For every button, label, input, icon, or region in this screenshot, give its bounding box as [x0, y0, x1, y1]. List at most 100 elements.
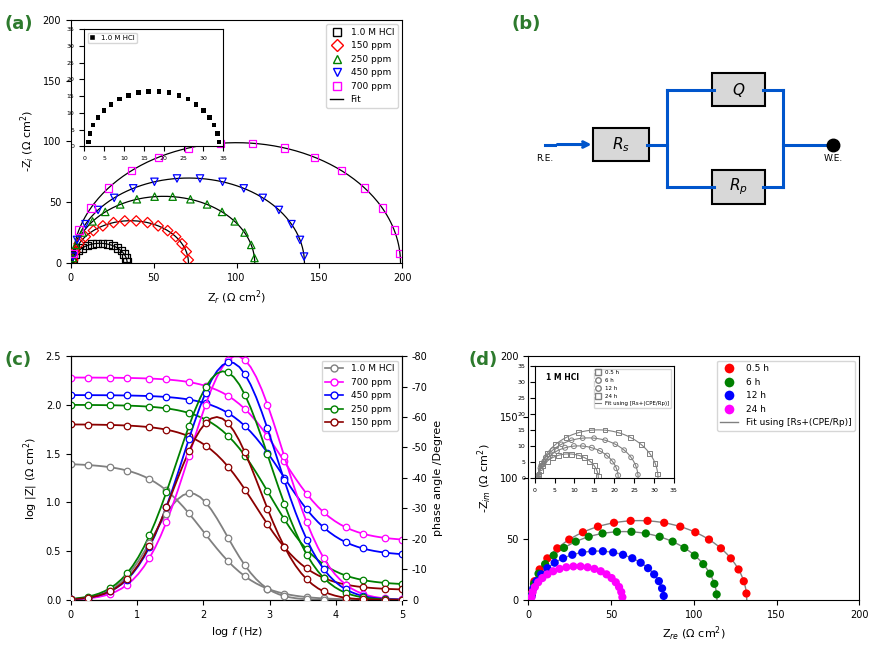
Point [547, 550, 561, 561]
Point [673, 522, 688, 532]
Point [200, 200, 214, 210]
Point [237, 484, 252, 495]
Point [159, 424, 174, 435]
Point [221, 391, 235, 401]
Point [356, 543, 370, 554]
Point [297, 251, 311, 261]
Point [339, 570, 354, 581]
Point [237, 451, 252, 461]
Point [316, 553, 330, 563]
Point [103, 420, 117, 430]
Text: $Q$: $Q$ [732, 81, 745, 98]
Point [198, 415, 213, 425]
Point [688, 550, 702, 561]
Point [606, 547, 620, 557]
Point [64, 594, 78, 604]
Point [198, 418, 213, 428]
Point [299, 489, 314, 499]
Point [299, 592, 314, 602]
Point [395, 579, 409, 589]
Point [550, 543, 564, 554]
Point [81, 591, 95, 602]
Point [356, 589, 370, 599]
Point [639, 528, 653, 539]
Legend: 1.0 M HCl, 700 ppm, 450 ppm, 250 ppm, 150 ppm: 1.0 M HCl, 700 ppm, 450 ppm, 250 ppm, 15… [322, 361, 398, 431]
Point [395, 594, 409, 604]
Point [64, 594, 78, 604]
Point [119, 252, 133, 263]
Point [277, 514, 291, 524]
Point [339, 584, 354, 595]
Point [356, 594, 370, 604]
Point [553, 563, 567, 574]
Point [237, 369, 252, 379]
Point [395, 534, 409, 544]
Point [575, 547, 589, 557]
Point [68, 249, 82, 259]
Point [198, 399, 213, 409]
Point [143, 530, 157, 541]
Point [221, 355, 235, 365]
Point [81, 593, 95, 604]
Point [378, 578, 392, 588]
Point [540, 569, 555, 580]
Point [339, 594, 354, 604]
Point [86, 216, 100, 227]
Point [277, 498, 291, 509]
Point [378, 533, 392, 543]
Point [277, 541, 291, 552]
Point [277, 456, 291, 467]
Point [557, 542, 571, 553]
Point [316, 586, 330, 597]
Point [357, 183, 371, 193]
Point [534, 569, 548, 580]
Point [604, 573, 618, 584]
Point [395, 584, 409, 595]
Point [299, 574, 314, 585]
Point [193, 173, 207, 184]
Point [64, 594, 78, 604]
Point [546, 566, 560, 576]
Point [356, 592, 370, 602]
Point [653, 531, 667, 542]
Point [395, 595, 409, 605]
X-axis label: Z$_r$ (Ω cm$^2$): Z$_r$ (Ω cm$^2$) [207, 289, 266, 307]
Point [198, 398, 213, 409]
Point [540, 553, 555, 563]
Point [72, 246, 86, 256]
Point [72, 225, 86, 235]
Point [339, 522, 354, 533]
Point [316, 564, 330, 574]
Point [159, 392, 174, 402]
Point [548, 557, 562, 568]
Point [182, 377, 196, 387]
Point [70, 235, 84, 245]
Point [247, 253, 261, 263]
Point [540, 563, 555, 573]
Point [277, 591, 291, 601]
Point [378, 584, 392, 594]
Point [299, 594, 314, 604]
Point [260, 449, 275, 460]
Point [120, 570, 134, 581]
Point [143, 542, 157, 552]
Point [525, 588, 539, 599]
Point [655, 583, 669, 593]
Point [316, 559, 330, 570]
Point [256, 192, 270, 203]
Point [221, 431, 235, 441]
Point [96, 220, 110, 231]
Point [79, 219, 93, 230]
Point [221, 533, 235, 543]
Point [395, 595, 409, 605]
Point [625, 527, 639, 537]
Point [526, 583, 540, 593]
Point [198, 387, 213, 398]
Point [159, 485, 174, 496]
Point [96, 238, 110, 248]
Point [143, 422, 157, 432]
Y-axis label: -Z$_i$ (Ω cm$^2$): -Z$_i$ (Ω cm$^2$) [19, 111, 37, 172]
Point [260, 423, 275, 434]
Point [378, 595, 392, 605]
Point [66, 256, 80, 267]
